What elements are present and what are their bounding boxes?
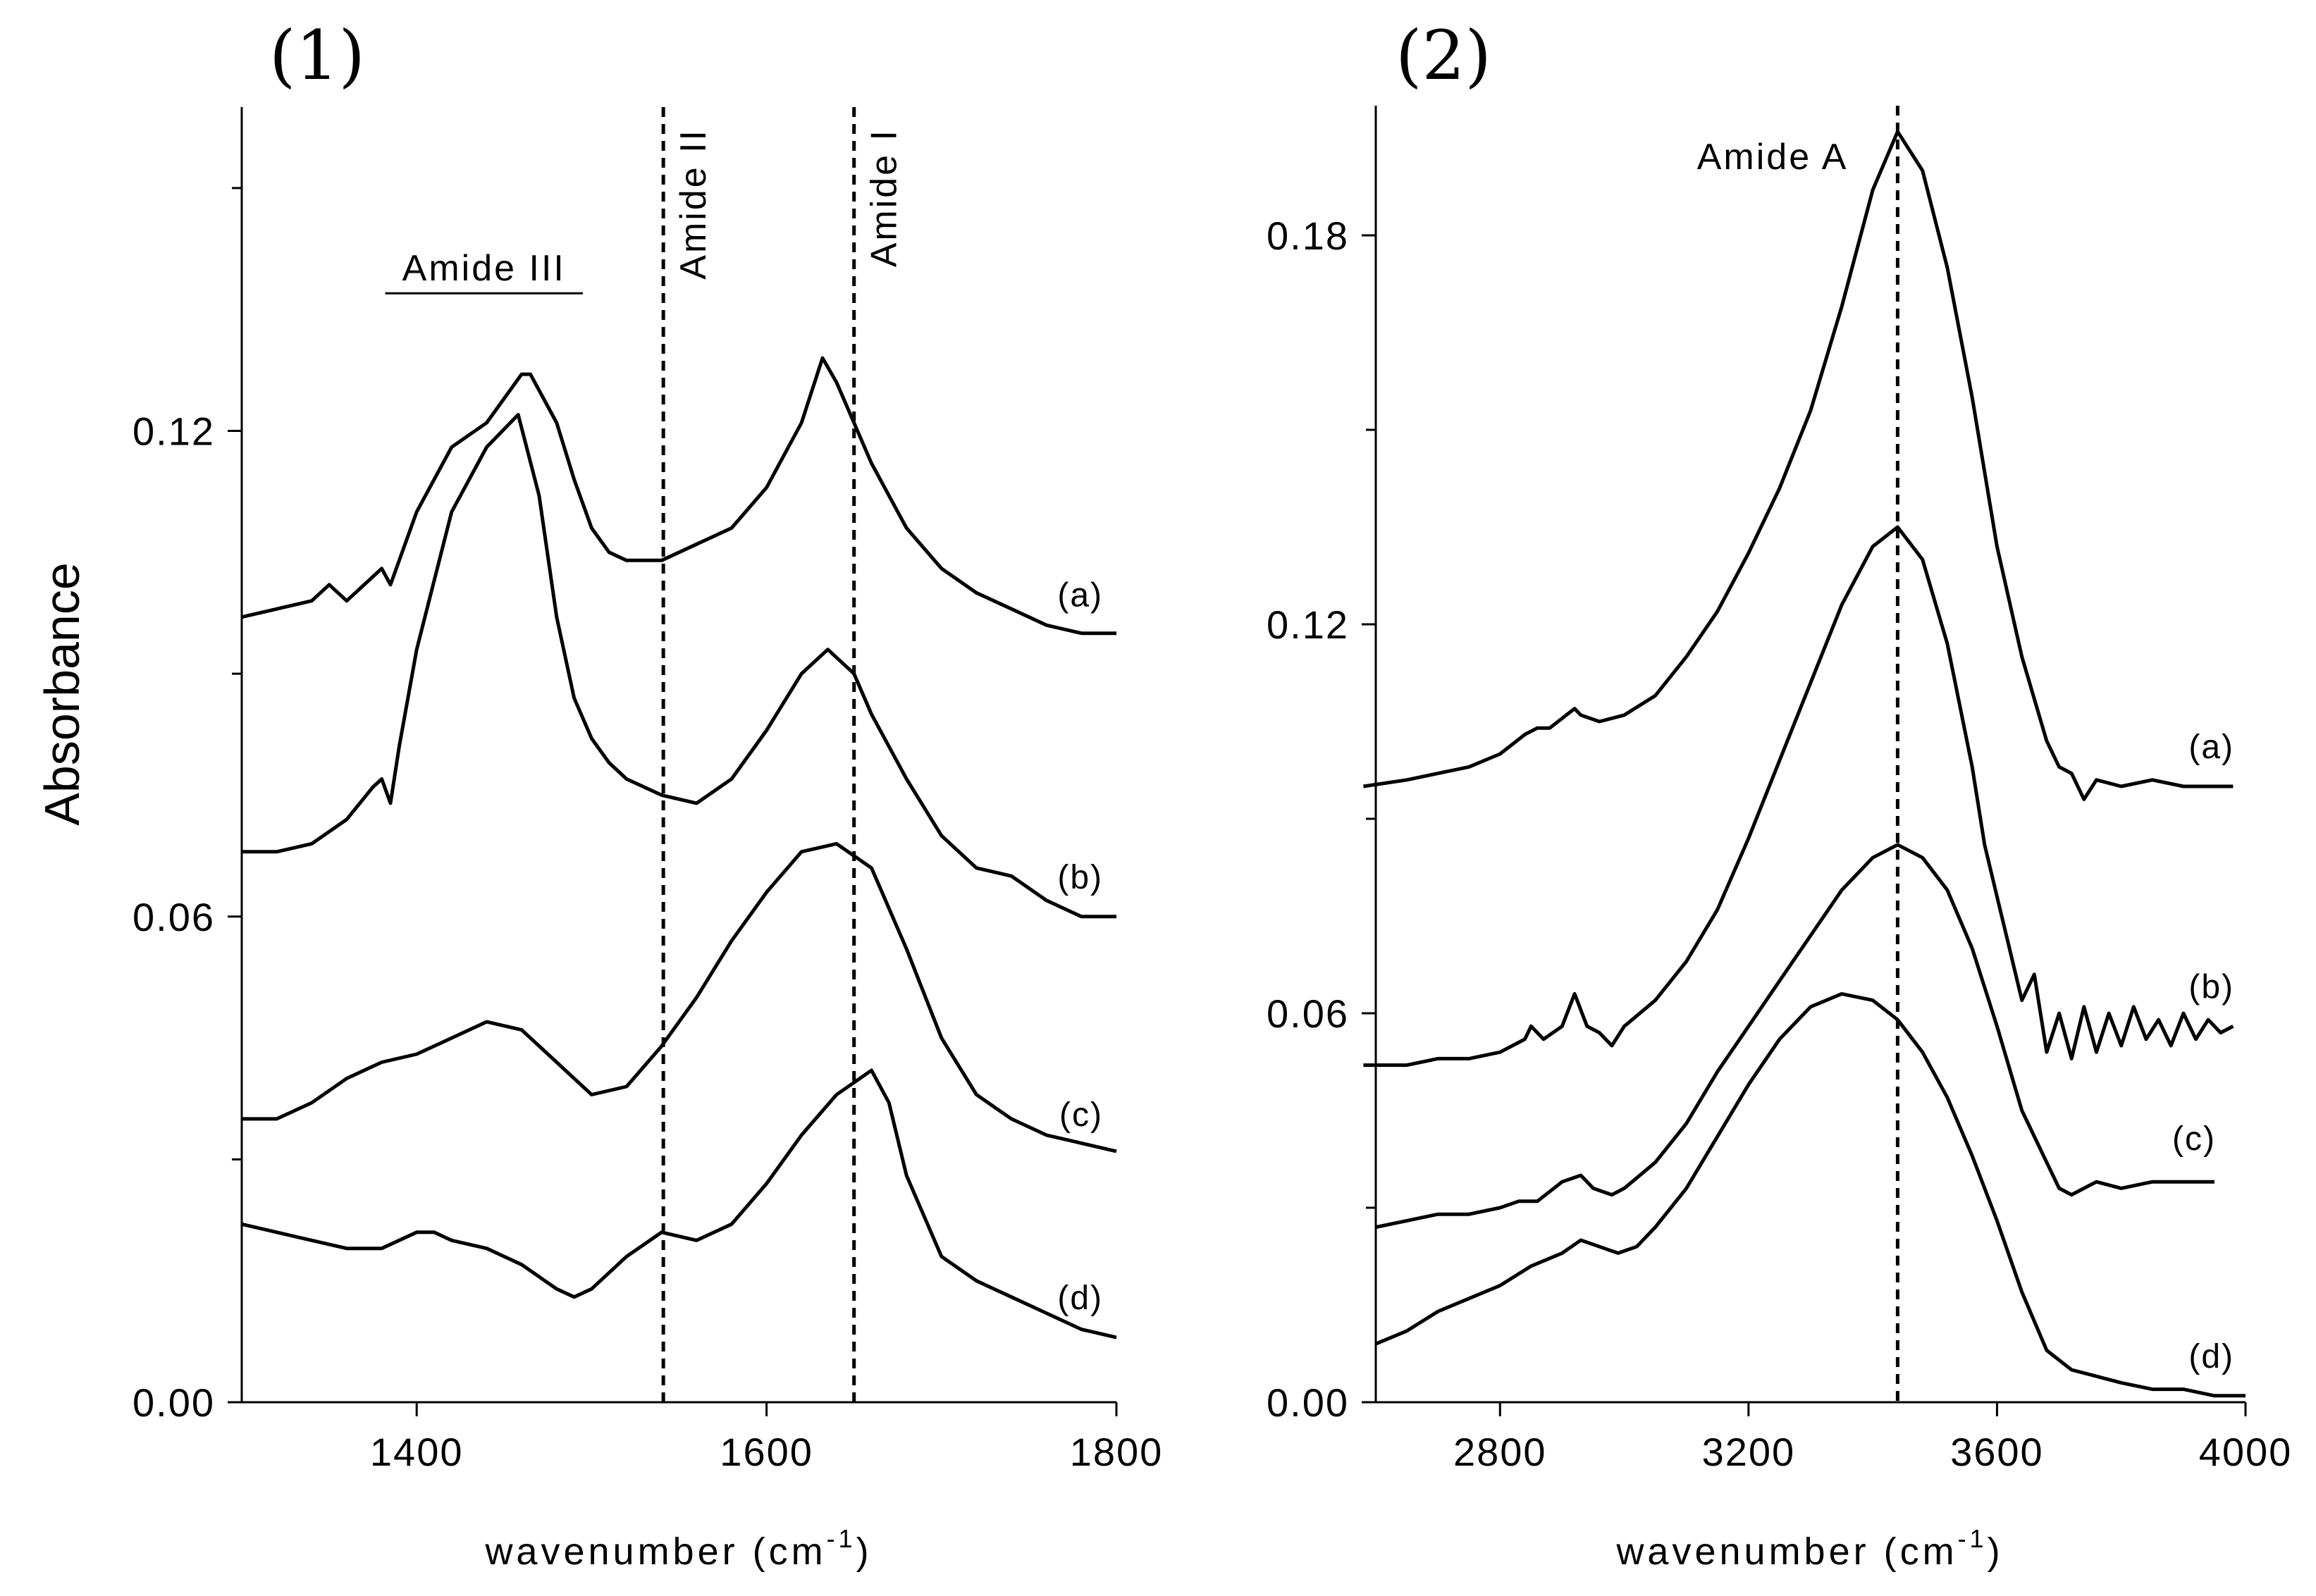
panel-2-x-tick-label: 3200 <box>1702 1430 1796 1474</box>
panel-2-x-tick-label: 4000 <box>2199 1430 2293 1474</box>
reference-label-amide-i: Amide I <box>864 128 905 267</box>
panel-1-x-tick-label: 1400 <box>370 1430 464 1474</box>
panel-1-curve-b <box>242 413 1116 919</box>
panel-2-series-label-c: (c) <box>2172 1120 2216 1158</box>
panel-2-curve-a <box>1363 130 2234 801</box>
panel-2-x-axis-title: wavenumber (cm-1) <box>1615 1524 2003 1573</box>
panel-1-x-tick-label: 1600 <box>720 1430 813 1474</box>
panel-1-series-label-a: (a) <box>1057 577 1103 614</box>
panel-1-x-tick-label: 1800 <box>1070 1430 1164 1474</box>
panel-1-y-tick-label: 0.00 <box>133 1380 215 1425</box>
panel-2-y-tick-label: 0.18 <box>1267 214 1349 258</box>
panel-2-y-tick-label: 0.12 <box>1267 602 1349 647</box>
reference-label-amide-a: Amide A <box>1697 137 1849 178</box>
panel-2-x-tick-label: 2800 <box>1453 1430 1547 1474</box>
panel-2-curve-d <box>1375 991 2246 1398</box>
panel-2-label: (2) <box>1396 16 1491 95</box>
panel-2-y-tick-label: 0.06 <box>1267 991 1349 1036</box>
panel-2-y-tick-label: 0.00 <box>1267 1380 1349 1425</box>
amide-iii-label: Amide III <box>402 248 566 289</box>
panel-1-series-label-b: (b) <box>1057 859 1103 896</box>
panel-1-series-label-d: (d) <box>1057 1280 1103 1317</box>
panel-1-curve-a <box>241 356 1116 636</box>
panel-1-curve-d <box>241 1068 1117 1340</box>
panel-1-label: (1) <box>269 16 365 95</box>
panel-1-curve-c <box>242 841 1117 1153</box>
panel-2: (2) 0.00 0.06 0.12 0.18 2800 3200 3600 4000 wa… <box>1267 16 2293 1573</box>
panel-2-curve-c <box>1375 843 2215 1230</box>
panel-2-series-label-a: (a) <box>2188 729 2234 766</box>
panel-2-curve-b <box>1363 525 2234 1068</box>
panel-1-series-label-c: (c) <box>1059 1096 1103 1134</box>
y-axis-title: Absorbance <box>35 562 90 826</box>
reference-label-amide-ii: Amide II <box>673 128 714 280</box>
panel-1-y-tick-label: 0.12 <box>133 409 215 454</box>
panel-1-y-tick-label: 0.06 <box>133 895 215 939</box>
panel-2-x-tick-label: 3600 <box>1950 1430 2044 1474</box>
panel-2-series-label-d: (d) <box>2188 1338 2234 1375</box>
panel-1-x-axis-title: wavenumber (cm-1) <box>484 1524 872 1573</box>
panel-1: (1) Absorbance 0.00 0.06 0.12 1400 1600 1800… <box>35 16 1164 1573</box>
panel-2-series-label-b: (b) <box>2188 968 2234 1006</box>
